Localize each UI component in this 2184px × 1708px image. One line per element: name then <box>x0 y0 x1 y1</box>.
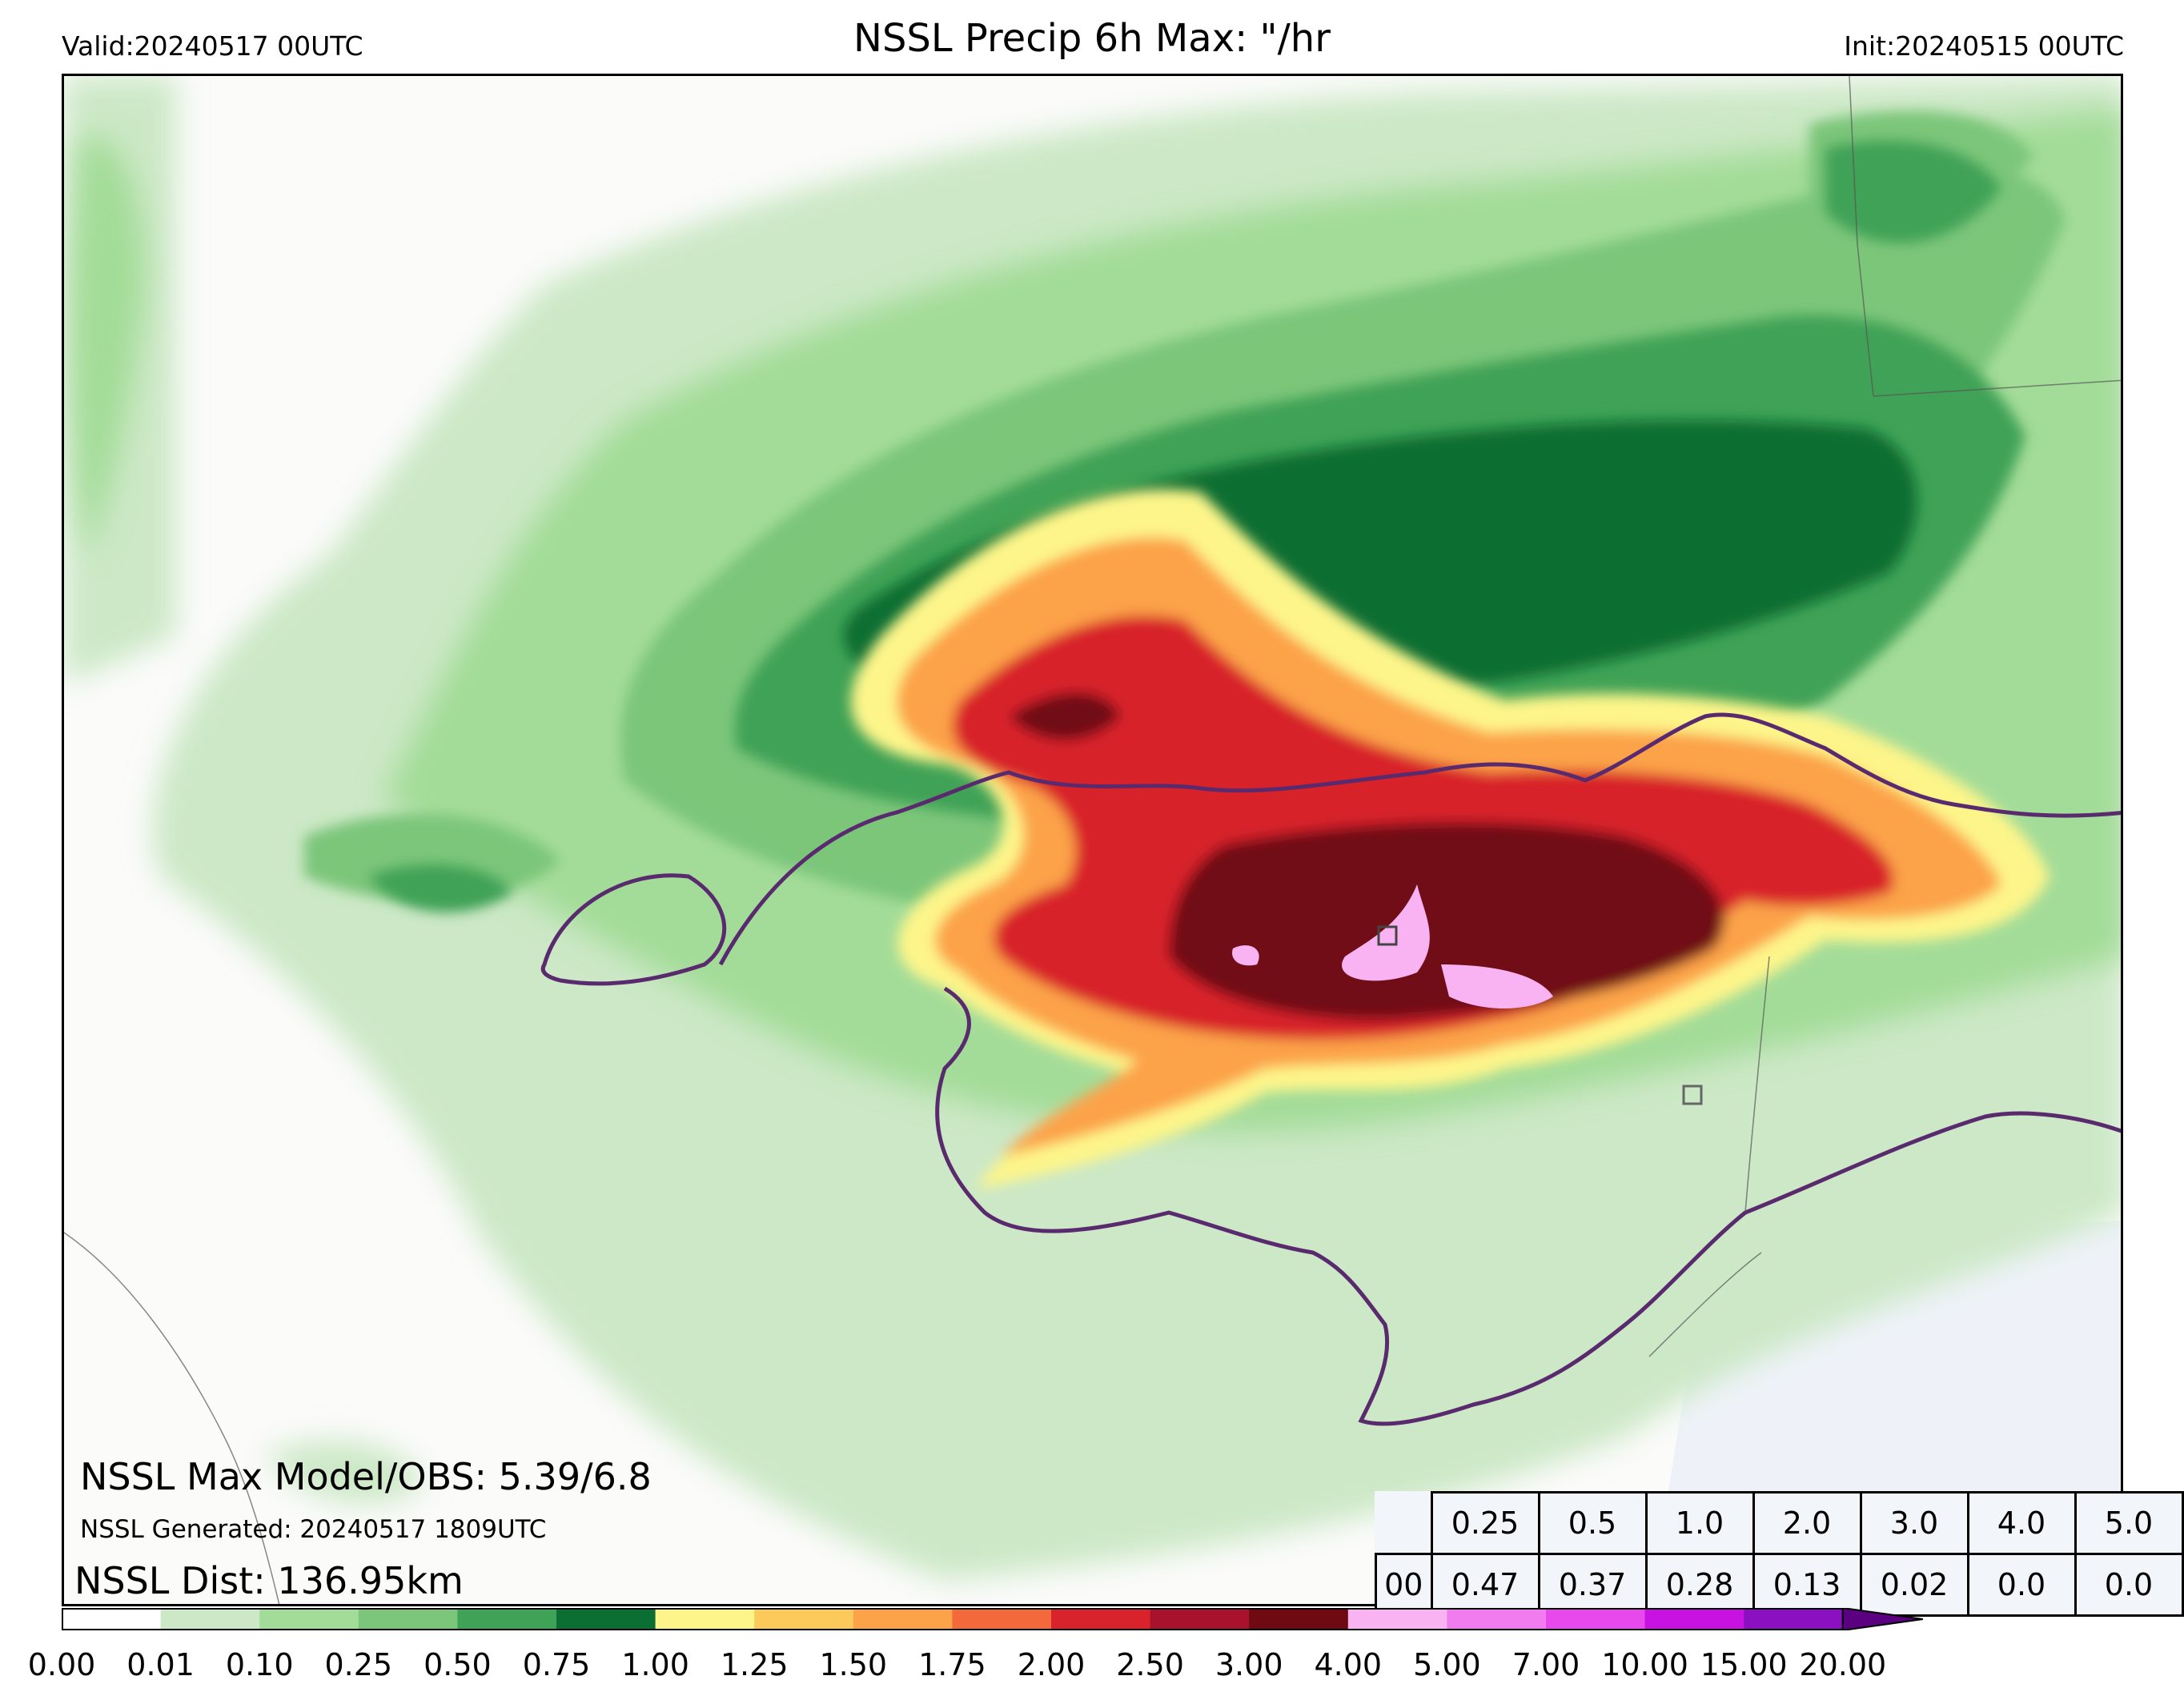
colorbar-tick-label: 0.10 <box>225 1647 294 1682</box>
init-time-label: Init:20240515 00UTC <box>1844 30 2124 62</box>
colorbar-tick-label: 0.00 <box>27 1647 96 1682</box>
colorbar-segment <box>853 1608 953 1630</box>
valid-time-label: Valid:20240517 00UTC <box>62 30 363 62</box>
colorbar-segment <box>160 1608 260 1630</box>
colorbar-tick-label: 20.00 <box>1799 1647 1887 1682</box>
colorbar-segment <box>1347 1608 1447 1630</box>
colorbar-segment <box>1744 1608 1844 1630</box>
colorbar-segment <box>1051 1608 1151 1630</box>
colorbar-extend-arrow <box>1841 1608 1923 1630</box>
value-cell: 0.0 <box>2074 1553 2184 1617</box>
threshold-cell: 1.0 <box>1644 1491 1755 1555</box>
colorbar-segment <box>259 1608 359 1630</box>
colorbar-tick-label: 0.01 <box>126 1647 195 1682</box>
colorbar-tick-label: 4.00 <box>1314 1647 1383 1682</box>
colorbar-tick-label: 2.50 <box>1116 1647 1184 1682</box>
colorbar-segment <box>952 1608 1052 1630</box>
map-panel <box>62 74 2123 1606</box>
threshold-cell: 4.0 <box>1966 1491 2077 1555</box>
precip-map <box>64 76 2121 1604</box>
colorbar-segment <box>1150 1608 1250 1630</box>
colorbar-segment <box>1447 1608 1547 1630</box>
value-row: 00 0.47 0.37 0.28 0.13 0.02 0.0 0.0 <box>1375 1553 2184 1617</box>
colorbar-tick-label: 0.75 <box>522 1647 591 1682</box>
max-model-obs-label: NSSL Max Model/OBS: 5.39/6.8 <box>80 1455 652 1498</box>
colorbar-segment <box>1644 1608 1744 1630</box>
colorbar-tick-label: 5.00 <box>1413 1647 1481 1682</box>
colorbar-tick-label: 1.00 <box>621 1647 689 1682</box>
value-cell: 0.13 <box>1752 1553 1862 1617</box>
threshold-row: 0.25 0.5 1.0 2.0 3.0 4.0 5.0 <box>1376 1491 2184 1555</box>
colorbar-tick-label: 1.75 <box>918 1647 986 1682</box>
colorbar-segment <box>655 1608 755 1630</box>
colorbar-tick-label: 1.50 <box>819 1647 888 1682</box>
threshold-cell: 0.25 <box>1430 1491 1540 1555</box>
value-cell: 0.02 <box>1859 1553 1969 1617</box>
colorbar-tick-label: 0.50 <box>424 1647 492 1682</box>
value-cell: 0.0 <box>1966 1553 2077 1617</box>
threshold-cell: 5.0 <box>2074 1491 2184 1555</box>
colorbar-tick-label: 10.00 <box>1601 1647 1688 1682</box>
colorbar-segment <box>1249 1608 1349 1630</box>
distance-label: NSSL Dist: 136.95km <box>74 1559 464 1602</box>
station-marker <box>1682 1085 1703 1105</box>
value-cell: 0.37 <box>1537 1553 1648 1617</box>
state-border <box>64 76 2121 1604</box>
colorbar-tick-label: 0.25 <box>324 1647 393 1682</box>
threshold-cell: 0.5 <box>1537 1491 1648 1555</box>
colorbar <box>62 1608 1923 1630</box>
threshold-stats-table: 0.25 0.5 1.0 2.0 3.0 4.0 5.0 00 0.47 0.3… <box>1375 1491 2184 1617</box>
colorbar-segment <box>754 1608 854 1630</box>
colorbar-segment <box>457 1608 557 1630</box>
value-cell: 0.47 <box>1430 1553 1540 1617</box>
threshold-cell: 2.0 <box>1752 1491 1862 1555</box>
colorbar-segment <box>556 1608 656 1630</box>
outlook-contour <box>540 712 2121 1426</box>
colorbar-segment <box>358 1608 458 1630</box>
colorbar-tick-label: 15.00 <box>1700 1647 1788 1682</box>
colorbar-tick-label: 3.00 <box>1214 1647 1283 1682</box>
colorbar-segment <box>62 1608 162 1630</box>
colorbar-tick-label: 7.00 <box>1512 1647 1580 1682</box>
generated-time-label: NSSL Generated: 20240517 1809UTC <box>80 1515 547 1544</box>
colorbar-segment <box>1546 1608 1646 1630</box>
plot-title: NSSL Precip 6h Max: "/hr <box>853 16 1331 61</box>
colorbar-tick-label: 2.00 <box>1017 1647 1086 1682</box>
row-label-cell: 00 <box>1375 1553 1433 1617</box>
threshold-cell: 3.0 <box>1859 1491 1969 1555</box>
precip-extreme <box>1232 884 1553 1008</box>
station-marker <box>1377 925 1398 946</box>
colorbar-tick-label: 1.25 <box>720 1647 789 1682</box>
value-cell: 0.28 <box>1644 1553 1755 1617</box>
colorbar-frame <box>62 1608 1844 1630</box>
precip-core <box>850 489 2050 1189</box>
